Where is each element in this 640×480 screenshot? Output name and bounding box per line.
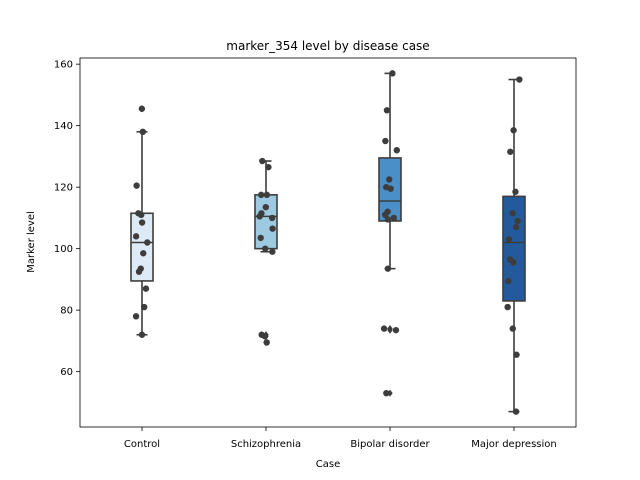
y-axis-title: Marker level: [26, 211, 37, 273]
data-point: [269, 225, 276, 232]
data-point: [509, 325, 516, 332]
plot-frame: [79, 57, 577, 428]
data-point: [139, 128, 147, 135]
data-point: [383, 107, 391, 114]
data-point: [256, 213, 263, 220]
data-point: [510, 259, 517, 266]
data-point: [513, 351, 520, 358]
plot-area: [130, 70, 526, 415]
x-tick-label: Bipolar disorder: [350, 439, 430, 450]
y-tick-label: 80: [60, 306, 73, 317]
data-point: [257, 234, 264, 242]
data-point: [132, 233, 140, 240]
data-point: [380, 325, 388, 332]
data-point: [135, 268, 143, 275]
y-tick-label: 100: [54, 244, 73, 255]
data-point: [263, 339, 270, 346]
x-axis-title: Case: [316, 459, 340, 470]
data-point: [262, 203, 270, 211]
data-point: [505, 277, 512, 285]
data-point: [393, 147, 400, 154]
data-point: [263, 191, 271, 199]
data-point: [512, 223, 520, 231]
data-point: [505, 236, 513, 243]
data-point: [265, 163, 272, 171]
data-point: [138, 211, 145, 219]
data-point: [382, 137, 389, 145]
x-tick-label: Control: [124, 439, 160, 450]
data-point: [140, 250, 147, 257]
data-point: [133, 182, 140, 189]
data-point: [387, 185, 394, 192]
data-point: [268, 214, 276, 222]
data-point: [259, 157, 266, 165]
data-point: [144, 239, 151, 246]
data-point: [516, 76, 523, 83]
data-point: [507, 148, 514, 155]
data-point: [262, 245, 269, 252]
data-point: [390, 214, 398, 222]
data-point: [381, 211, 389, 219]
data-point: [384, 265, 392, 272]
data-point: [142, 285, 150, 292]
data-point: [384, 216, 392, 223]
data-point: [258, 191, 265, 199]
x-tick-label: Major depression: [471, 439, 557, 450]
data-point: [138, 219, 146, 226]
data-point: [141, 303, 148, 311]
outlier-marker: [387, 326, 393, 334]
data-point: [269, 248, 276, 255]
data-point: [261, 333, 269, 340]
data-point: [386, 176, 393, 183]
axes: 60 80 100 120 140 160 Control Schizophrenia Bipo…: [54, 60, 557, 450]
data-point: [504, 303, 511, 311]
y-tick-label: 60: [60, 367, 73, 378]
data-point: [389, 70, 396, 77]
y-tick-label: 120: [54, 183, 73, 194]
data-point: [138, 105, 146, 112]
data-point: [510, 127, 517, 134]
data-point: [383, 389, 390, 397]
chart-title: marker_354 level by disease case: [226, 39, 429, 53]
data-point: [392, 326, 400, 334]
data-point: [509, 210, 516, 217]
box-group-bipolar-disorder: [378, 72, 402, 397]
y-tick-label: 140: [54, 121, 73, 132]
data-point: [512, 408, 520, 415]
box-iqr: [254, 194, 278, 250]
y-tick-label: 160: [54, 60, 73, 71]
data-point: [138, 331, 146, 338]
data-point: [514, 217, 521, 225]
x-tick-label: Schizophrenia: [231, 439, 301, 450]
data-point: [132, 313, 140, 320]
data-point: [512, 188, 519, 195]
